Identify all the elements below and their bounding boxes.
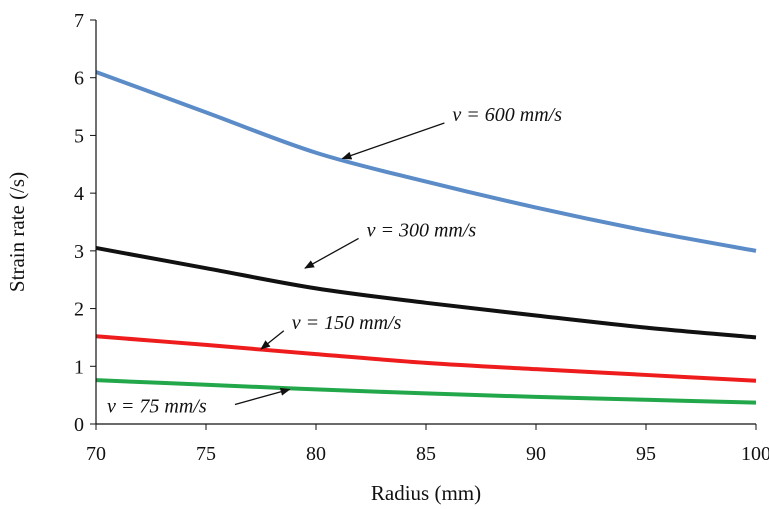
x-tick-label: 85 [416, 443, 436, 465]
annotation-label: v = 600 mm/s [452, 104, 562, 126]
annotation-arrow [234, 387, 291, 406]
annotation-label: v = 150 mm/s [292, 312, 402, 334]
y-axis-title: Strain rate (/s) [5, 172, 29, 292]
x-tick-label: 70 [86, 443, 106, 465]
x-tick-label: 75 [196, 443, 216, 465]
y-tick-label: 0 [74, 414, 84, 436]
annotations: v = 600 mm/s v = 300 mm/s v = 150 mm/s v = … [107, 104, 562, 417]
y-tick-label: 2 [74, 299, 84, 321]
series-layer [95, 70, 757, 405]
axes: 0 1 2 3 4 5 6 7 70 75 80 85 90 95 100 [74, 10, 769, 465]
x-tick-label: 95 [636, 443, 656, 465]
y-tick-label: 1 [74, 356, 84, 378]
y-tick-label: 7 [74, 10, 84, 32]
annotation-arrow [304, 237, 359, 269]
x-tick-label: 80 [306, 443, 326, 465]
x-tick-label: 90 [526, 443, 546, 465]
series-line-600 [95, 70, 757, 253]
x-axis-title: Radius (mm) [371, 481, 481, 505]
annotation-label: v = 300 mm/s [367, 219, 477, 241]
series-line-150 [95, 334, 757, 383]
series-line-300 [95, 246, 757, 340]
y-tick-label: 5 [74, 125, 84, 147]
annotation-arrow [341, 122, 445, 160]
y-tick-label: 4 [74, 183, 84, 205]
annotation-arrow [260, 330, 285, 350]
series-line-75 [95, 378, 757, 405]
y-tick-label: 6 [74, 68, 84, 90]
y-tick-label: 3 [74, 241, 84, 263]
x-tick-label: 100 [741, 443, 769, 465]
annotation-label: v = 75 mm/s [107, 395, 207, 417]
